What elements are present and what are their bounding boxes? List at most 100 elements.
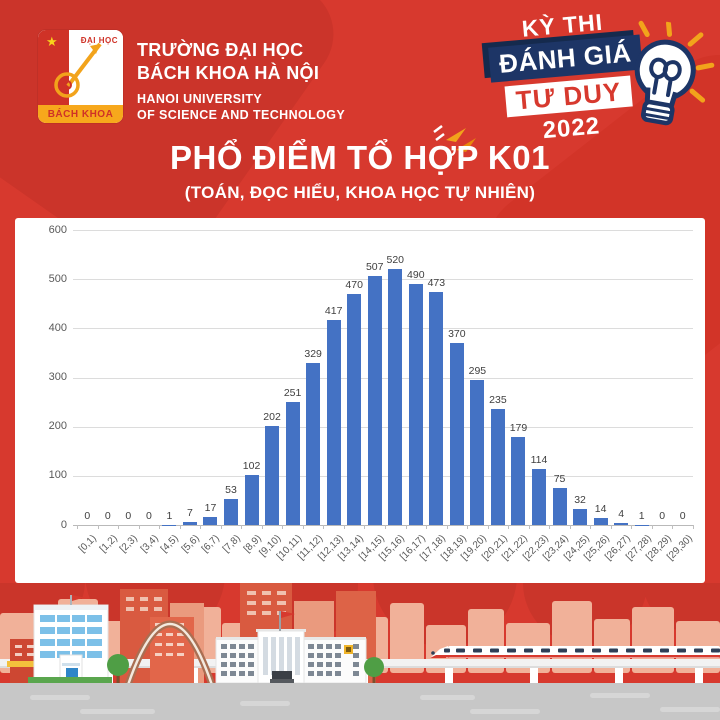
- parabola-arch-gate: [124, 620, 216, 687]
- x-axis-tick: [200, 525, 202, 529]
- bar: [532, 468, 546, 525]
- x-axis-tick: [549, 525, 551, 529]
- x-axis-tick-label: [3,4): [138, 533, 161, 555]
- university-name: TRƯỜNG ĐẠI HỌC BÁCH KHOA HÀ NỘI HANOI UN…: [137, 39, 345, 123]
- x-axis-tick: [631, 525, 633, 529]
- x-axis-tick: [323, 525, 325, 529]
- bar-value-label: 235: [489, 394, 507, 407]
- bar: [449, 343, 464, 525]
- gridline: [73, 279, 693, 281]
- star-icon: ★: [46, 34, 58, 49]
- x-axis-tick-label: [2,3): [118, 533, 141, 555]
- tree-icon: [364, 657, 384, 683]
- bar: [265, 425, 280, 525]
- gridline: [73, 475, 693, 477]
- bar-value-label: 473: [427, 277, 446, 290]
- bar-value-label: 490: [407, 269, 425, 282]
- bar-value-label: 0: [125, 510, 132, 522]
- x-axis-tick-label: [5,6): [179, 533, 202, 555]
- x-axis-tick: [385, 525, 386, 529]
- lightbulb-icon: [634, 20, 715, 126]
- y-axis-tick-label: 600: [48, 223, 67, 236]
- x-axis-tick: [508, 525, 510, 529]
- bar-value-label: 251: [283, 386, 302, 399]
- bar: [511, 436, 526, 525]
- x-axis-tick: [446, 525, 448, 529]
- x-axis-tick: [282, 525, 284, 529]
- bar-value-label: 0: [679, 510, 686, 522]
- bar: [306, 363, 321, 525]
- x-axis-tick: [138, 525, 140, 529]
- bar-value-label: 17: [204, 501, 217, 514]
- bar-value-label: 470: [345, 278, 363, 291]
- chart-panel: 0 100 200 300 400 500 600 0 [0,1) 0 [1,2) 0 [2,3) 0 [3…: [15, 218, 705, 583]
- bar-value-label: 75: [553, 473, 566, 486]
- x-axis-tick-label: [0,1): [77, 533, 100, 555]
- bar: [224, 498, 238, 525]
- logo-banner: BÁCH KHOA: [38, 105, 123, 123]
- bar: [470, 379, 485, 525]
- bar-value-label: 0: [659, 510, 666, 522]
- bar-value-label: 7: [187, 506, 193, 519]
- blue-glass-building: [28, 595, 112, 684]
- x-axis-tick: [118, 525, 120, 529]
- page-title: PHỔ ĐIỂM TỔ HỢP K01: [170, 139, 550, 176]
- x-axis-tick: [261, 525, 263, 529]
- bar: [388, 269, 403, 525]
- bar: [429, 292, 444, 525]
- bar-value-label: 114: [530, 453, 548, 466]
- bar: [408, 284, 423, 525]
- gridline: [73, 328, 693, 330]
- x-axis-tick: [343, 525, 345, 529]
- tree-icon: [107, 654, 129, 683]
- logo-dai-hoc-label: ĐẠI HỌC: [80, 36, 118, 45]
- bar-value-label: 329: [304, 348, 322, 361]
- compass-icon: [54, 42, 102, 98]
- train-icon: [430, 646, 720, 658]
- university-name-en-1: HANOI UNIVERSITY: [137, 92, 263, 106]
- bar: [326, 319, 341, 525]
- bar-value-label: 53: [225, 483, 237, 496]
- hedge: [28, 677, 112, 683]
- gridline: [73, 377, 693, 379]
- bar-value-label: 202: [263, 410, 281, 423]
- exam-badge: KỲ THI ĐÁNH GIÁ TƯ DUY 2022: [430, 8, 715, 152]
- bar: [347, 293, 362, 525]
- x-axis-tick: [651, 525, 653, 529]
- road: [0, 683, 720, 720]
- gridline: [73, 426, 693, 428]
- bar-value-label: 179: [509, 421, 528, 434]
- histogram-plot: 0 100 200 300 400 500 600 0 [0,1) 0 [1,2) 0 [2,3) 0 [3…: [15, 218, 705, 583]
- bar: [552, 488, 567, 525]
- x-axis-tick: [528, 525, 530, 529]
- bar: [203, 516, 218, 525]
- bar-value-label: 32: [574, 494, 586, 507]
- x-axis-tick: [159, 525, 161, 529]
- bar: [614, 523, 629, 525]
- x-axis-tick: [467, 525, 469, 529]
- university-name-en-2: OF SCIENCE AND TECHNOLOGY: [137, 108, 346, 122]
- y-axis-tick-label: 400: [48, 321, 67, 334]
- y-axis-tick-label: 500: [48, 272, 67, 285]
- x-axis-tick: [693, 525, 694, 529]
- bar: [244, 474, 259, 525]
- cityscape-illustration: [0, 583, 720, 720]
- paper-plane-icon: [433, 125, 476, 152]
- bar: [182, 521, 197, 525]
- x-axis-tick: [426, 525, 428, 529]
- x-axis-tick: [97, 525, 99, 529]
- bar-value-label: 0: [84, 510, 91, 522]
- bar-value-label: 1: [638, 509, 645, 522]
- x-axis-tick: [179, 525, 181, 529]
- x-axis-tick: [487, 525, 489, 529]
- bar-value-label: 520: [386, 254, 405, 267]
- gridline: [73, 230, 693, 231]
- x-axis-tick-label: [4,5): [159, 533, 182, 555]
- bar: [490, 409, 505, 525]
- flag-pole: [70, 595, 72, 605]
- flag-icon: [72, 595, 84, 601]
- bar-value-label: 0: [104, 510, 111, 522]
- y-axis-tick-label: 0: [60, 518, 67, 531]
- bar: [573, 509, 588, 525]
